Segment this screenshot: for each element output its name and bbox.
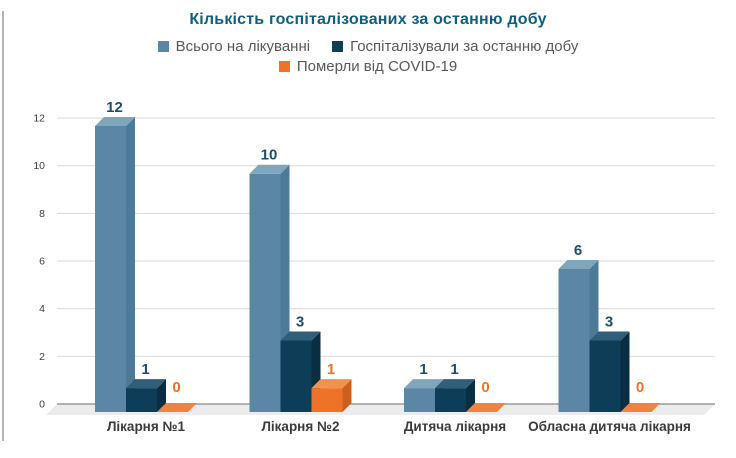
bar-front-face: [280, 340, 312, 412]
bar-side-face: [620, 331, 630, 412]
bar-front-face: [404, 388, 435, 412]
value-label-s1-g2: 10: [261, 147, 278, 164]
zero-marker-s3-g3: [466, 403, 506, 412]
value-label-s1-g1: 12: [106, 99, 123, 116]
y-tick-label: 10: [33, 160, 45, 172]
value-label-s3-g3: 0: [481, 379, 489, 396]
zero-marker-s3-g4: [620, 403, 661, 412]
category-label-4: Обласна дитяча лікарня: [528, 419, 691, 434]
bar-top-face: [435, 379, 475, 389]
bar-front-face: [126, 388, 157, 412]
zero-marker-s3-g1: [157, 403, 197, 412]
bar-top-face: [249, 164, 290, 174]
window-left-border: [2, 11, 4, 441]
bar-front-face: [95, 126, 126, 412]
bar-top-face: [280, 331, 321, 341]
bar-front-face: [311, 388, 343, 412]
legend-marker-icon: [332, 41, 344, 52]
bar-front-face: [589, 340, 621, 412]
bar-series2-category1: [126, 379, 166, 412]
legend-item-series-2: Госпіталізували за останню добу: [332, 38, 578, 55]
legend-label: Померли від COVID-19: [296, 58, 458, 75]
bar-top-face: [95, 117, 135, 127]
bar-front-face: [558, 269, 590, 412]
y-tick-label: 0: [39, 399, 45, 411]
legend-marker-icon: [157, 41, 169, 52]
chart-title: Кількість госпіталізованих за останню до…: [189, 11, 547, 28]
legend-row-2: Померли від COVID-19: [278, 58, 458, 75]
category-label-2: Лікарня №2: [261, 419, 339, 434]
bar-series2-category4: [589, 331, 630, 412]
value-label-s2-g4: 3: [605, 314, 613, 331]
value-label-s3-g2: 1: [327, 361, 335, 378]
category-label-3: Дитяча лікарня: [404, 419, 506, 434]
legend-row-1: Всього на лікуванні Госпіталізували за ос…: [157, 38, 578, 55]
legend-item-series-3: Померли від COVID-19: [278, 58, 458, 75]
chart-floor: [46, 404, 715, 415]
value-label-s2-g1: 1: [141, 361, 149, 378]
legend-label: Госпіталізували за останню добу: [350, 38, 579, 55]
bar-side-face: [126, 117, 135, 412]
legend-item-series-1: Всього на лікуванні: [157, 38, 311, 55]
bar-side-face: [342, 379, 352, 412]
bar-side-face: [157, 379, 166, 412]
bar-top-face: [311, 379, 352, 389]
category-label-1: Лікарня №1: [107, 419, 186, 434]
legend-marker-icon: [278, 61, 290, 72]
y-tick-label: 6: [39, 256, 45, 268]
value-label-s2-g2: 3: [296, 314, 304, 331]
bar-front-face: [435, 388, 466, 412]
bar-top-face: [404, 379, 444, 389]
bar-series2-category3: [435, 379, 475, 412]
y-tick-label: 12: [33, 113, 45, 125]
y-tick-label: 4: [39, 303, 45, 315]
value-label-s2-g3: 1: [450, 361, 458, 378]
value-label-s1-g4: 6: [574, 242, 582, 259]
legend-label: Всього на лікуванні: [175, 38, 311, 55]
chart-legend: Всього на лікуванні Госпіталізували за ос…: [0, 38, 736, 75]
y-tick-label: 8: [39, 208, 45, 220]
bar-top-face: [126, 379, 166, 389]
bar-top-face: [558, 260, 599, 270]
y-tick-label: 2: [39, 351, 45, 363]
bar-side-face: [466, 379, 475, 412]
bar-top-face: [589, 331, 630, 341]
bar-front-face: [249, 173, 281, 412]
bar-series1-category1: [95, 117, 135, 412]
value-label-s1-g3: 1: [419, 361, 427, 378]
bar-series3-category2: [311, 379, 352, 412]
value-label-s3-g1: 0: [172, 379, 180, 396]
value-label-s3-g4: 0: [636, 379, 644, 396]
